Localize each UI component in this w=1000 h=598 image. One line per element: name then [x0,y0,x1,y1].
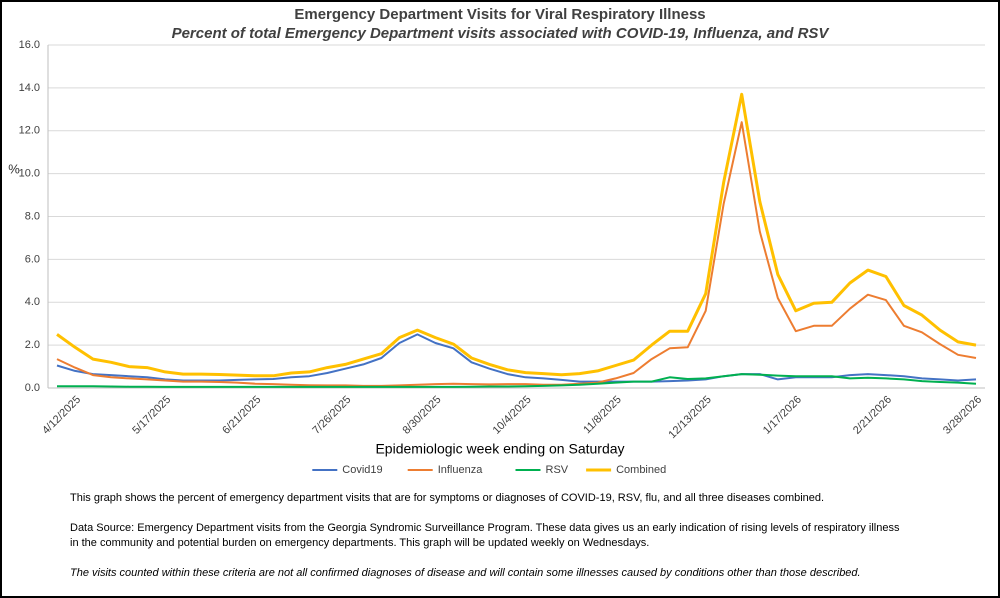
y-tick-label: 16.0 [19,39,40,51]
y-tick-label: 12.0 [19,125,40,137]
y-tick-label: 8.0 [25,210,40,222]
y-tick-label: 0.0 [25,382,40,394]
note: The visits counted within these criteria… [70,567,861,579]
y-tick-label: 14.0 [19,82,40,94]
y-axis-label: % [8,161,20,176]
chart-subtitle: Percent of total Emergency Department vi… [172,25,831,42]
y-tick-label: 10.0 [19,168,40,180]
x-axis-label: Epidemiologic week ending on Saturday [375,441,624,457]
legend-label: Covid19 [342,464,382,476]
note: in the community and potential burden on… [70,537,649,549]
series-line [56,92,977,378]
series-line [57,373,977,388]
y-tick-label: 4.0 [25,296,40,308]
chart-title: Emergency Department Visits for Viral Re… [294,6,705,23]
note: This graph shows the percent of emergenc… [70,492,824,504]
y-tick-label: 6.0 [25,253,40,265]
note: Data Source: Emergency Department visits… [70,522,900,534]
series-line [56,121,977,387]
y-tick-label: 2.0 [25,339,40,351]
legend-label: Combined [616,464,666,476]
legend-label: RSV [546,464,569,476]
legend-label: Influenza [438,464,484,476]
series-line [56,333,977,383]
